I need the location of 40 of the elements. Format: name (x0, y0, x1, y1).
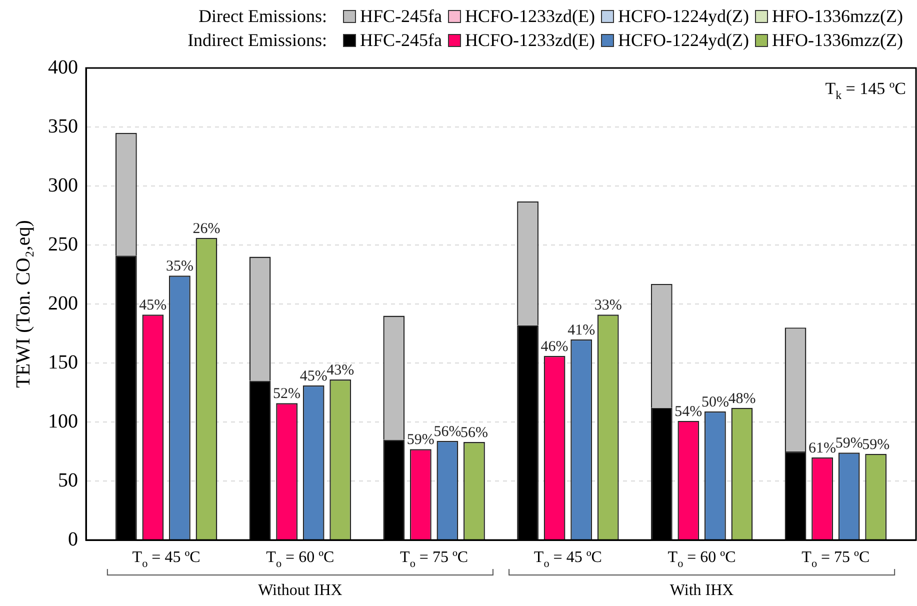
y-tick-label: 100 (48, 410, 78, 432)
annotation: 45% (139, 298, 167, 314)
y-tick-label: 50 (58, 469, 78, 492)
text: Indirect Emissions: (188, 29, 328, 52)
legend-label: HCFO-1233zd(E) (465, 29, 596, 52)
y-tick-label: 0 (68, 528, 78, 550)
annotation: 33% (594, 298, 622, 314)
legend-label: HCFO-1224yd(Z) (618, 29, 750, 52)
annotation: 50% (701, 394, 729, 410)
annotation: 45% (300, 368, 328, 384)
y-tick-label: 350 (48, 115, 78, 138)
y-axis-title: TEWI (Ton. CO₂,eq) (12, 220, 34, 388)
annotation: 41% (568, 322, 596, 338)
annotation: 54% (674, 404, 702, 420)
y-tick-label: 400 (48, 56, 78, 78)
annotation: 46% (540, 338, 568, 355)
legend-label: HFC-245fa (360, 5, 442, 28)
annotation: 43% (326, 362, 354, 379)
y-tick-label: 250 (48, 233, 78, 256)
text: Direct Emissions: (198, 5, 328, 28)
annotation: 35% (166, 258, 194, 275)
annotation: 56% (460, 425, 488, 442)
annotation: 61% (808, 440, 836, 456)
legend-label: HFO-1336mzz(Z) (772, 29, 903, 52)
y-tick-label: 150 (48, 351, 78, 374)
annotation: 59% (835, 436, 863, 452)
legend-label: HCFO-1224yd(Z) (618, 5, 750, 28)
legend-label: HFO-1336mzz(Z) (772, 5, 903, 28)
annotation: 59% (862, 436, 890, 453)
text: With IHX (670, 582, 734, 599)
annotation: 52% (273, 386, 301, 402)
y-tick-label: 300 (48, 174, 78, 196)
legend-label: HCFO-1233zd(E) (465, 5, 596, 28)
legend-label: HFC-245fa (360, 29, 442, 52)
annotation: 56% (434, 424, 462, 440)
text: Without IHX (258, 582, 343, 599)
annotation: 48% (728, 390, 756, 407)
annotation: 26% (192, 220, 220, 237)
annotation: 59% (406, 432, 434, 448)
y-tick-label: 200 (48, 292, 78, 314)
